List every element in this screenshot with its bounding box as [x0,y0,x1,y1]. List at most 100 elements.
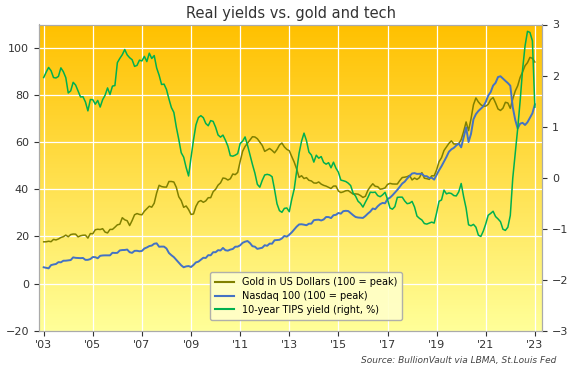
Bar [39,171,542,173]
Bar [39,245,542,247]
Bar [39,142,542,144]
Bar [39,84,542,86]
Bar [39,247,542,248]
Bar [39,98,542,99]
Bar [39,164,542,166]
Bar [39,207,542,208]
Bar [39,25,542,26]
Bar [39,326,542,328]
Bar [39,226,542,228]
Bar [39,204,542,205]
Bar [39,216,542,217]
Bar [39,28,542,29]
Bar [39,266,542,268]
Bar [39,34,542,35]
Bar [39,305,542,306]
Bar [39,225,542,226]
Bar [39,302,542,303]
Bar [39,104,542,106]
Bar [39,182,542,184]
Bar [39,159,542,161]
Bar [39,70,542,72]
Bar [39,43,542,44]
Bar [39,170,542,171]
Bar [39,128,542,130]
Bar [39,179,542,181]
Bar [39,161,542,162]
Bar [39,265,542,266]
Bar [39,240,542,242]
Bar [39,77,542,78]
Bar [39,257,542,259]
Bar [39,262,542,264]
Bar [39,136,542,138]
Bar [39,324,542,326]
Bar [39,314,542,315]
Bar [39,60,542,61]
Bar [39,123,542,124]
Bar [39,64,542,66]
Bar [39,213,542,214]
Bar [39,201,542,202]
Bar [39,217,542,219]
Bar [39,141,542,142]
Bar [39,264,542,265]
Bar [39,243,542,245]
Bar [39,289,542,291]
Bar [39,250,542,251]
Bar [39,115,542,116]
Bar [39,26,542,28]
Bar [39,126,542,127]
Bar [39,68,542,69]
Bar [39,86,542,87]
Bar [39,35,542,37]
Bar [39,303,542,305]
Bar [39,66,542,68]
Bar [39,107,542,109]
Bar [39,147,542,149]
Bar [39,320,542,321]
Bar [39,271,542,273]
Bar [39,269,542,271]
Bar [39,150,542,152]
Bar [39,162,542,164]
Bar [39,259,542,260]
Bar [39,144,542,145]
Bar [39,312,542,314]
Bar [39,329,542,331]
Bar [39,176,542,178]
Bar [39,173,542,175]
Bar [39,256,542,257]
Bar [39,237,542,239]
Bar [39,224,542,225]
Bar [39,168,542,170]
Bar [39,260,542,262]
Bar [39,280,542,282]
Bar [39,51,542,52]
Bar [39,248,542,250]
Bar [39,268,542,269]
Bar [39,175,542,176]
Bar [39,46,542,47]
Bar [39,55,542,57]
Bar [39,166,542,167]
Bar [39,127,542,128]
Bar [39,211,542,213]
Bar [39,119,542,121]
Bar [39,315,542,317]
Bar [39,196,542,197]
Bar [39,110,542,112]
Bar [39,40,542,41]
Bar [39,185,542,187]
Bar [39,44,542,46]
Bar [39,155,542,156]
Bar [39,288,542,289]
Bar [39,69,542,70]
Bar [39,106,542,107]
Bar [39,80,542,81]
Bar [39,279,542,280]
Bar [39,311,542,312]
Bar [39,132,542,133]
Bar [39,233,542,234]
Bar [39,73,542,75]
